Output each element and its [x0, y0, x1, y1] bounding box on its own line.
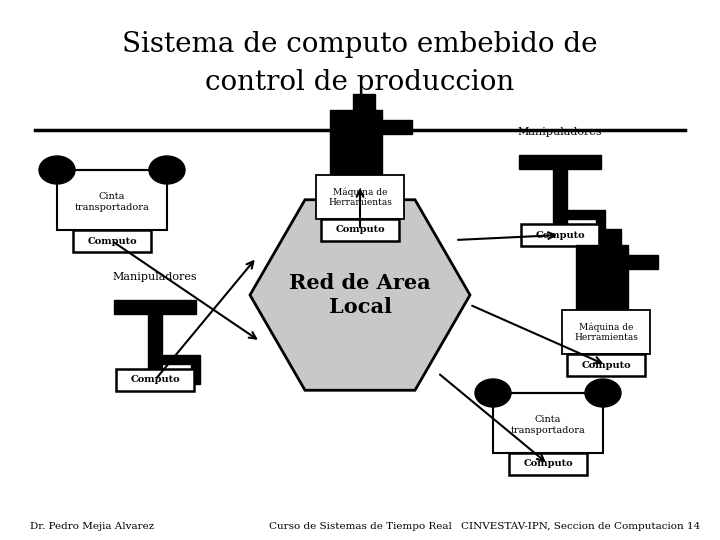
Bar — [562, 310, 650, 354]
Bar — [596, 219, 605, 239]
Bar — [565, 210, 605, 219]
Bar — [316, 175, 404, 219]
Bar — [321, 219, 399, 241]
Bar — [509, 453, 587, 475]
Bar — [330, 110, 382, 175]
Ellipse shape — [39, 156, 75, 184]
Text: Máquina de
Herramientas: Máquina de Herramientas — [328, 187, 392, 207]
Text: Manipuladores: Manipuladores — [518, 127, 603, 137]
Text: Máquina de
Herramientas: Máquina de Herramientas — [574, 322, 638, 342]
Text: Curso de Sistemas de Tiempo Real: Curso de Sistemas de Tiempo Real — [269, 522, 451, 531]
Bar — [114, 300, 196, 314]
Text: Computo: Computo — [523, 460, 573, 469]
Bar — [599, 229, 621, 245]
Text: Computo: Computo — [336, 226, 384, 234]
Text: Red de Area
Local: Red de Area Local — [289, 273, 431, 316]
Text: CINVESTAV-IPN, Seccion de Computacion 14: CINVESTAV-IPN, Seccion de Computacion 14 — [461, 522, 700, 531]
Bar — [116, 369, 194, 391]
Bar — [519, 155, 601, 169]
Text: Computo: Computo — [87, 237, 137, 246]
Text: Computo: Computo — [535, 231, 585, 240]
Bar — [191, 364, 200, 384]
Bar — [160, 355, 200, 364]
Text: Computo: Computo — [581, 361, 631, 369]
Bar — [553, 169, 567, 224]
Text: Cinta
transportadora: Cinta transportadora — [510, 415, 585, 435]
Bar — [628, 255, 658, 269]
Text: Manipuladores: Manipuladores — [113, 272, 197, 282]
Text: Dr. Pedro Mejia Alvarez: Dr. Pedro Mejia Alvarez — [30, 522, 154, 531]
Polygon shape — [250, 200, 470, 390]
Text: Cinta
transportadora: Cinta transportadora — [75, 192, 149, 212]
Ellipse shape — [585, 379, 621, 407]
Bar — [493, 393, 603, 453]
Ellipse shape — [149, 156, 185, 184]
Bar — [521, 224, 599, 246]
Bar — [354, 94, 375, 110]
Bar — [382, 120, 412, 134]
Text: control de produccion: control de produccion — [205, 69, 515, 96]
Bar — [57, 170, 167, 230]
Ellipse shape — [475, 379, 511, 407]
Bar — [73, 230, 151, 252]
Text: Sistema de computo embebido de: Sistema de computo embebido de — [122, 31, 598, 58]
Bar — [576, 245, 628, 310]
Bar — [148, 314, 162, 369]
Bar — [567, 354, 645, 376]
Text: Computo: Computo — [130, 375, 180, 384]
